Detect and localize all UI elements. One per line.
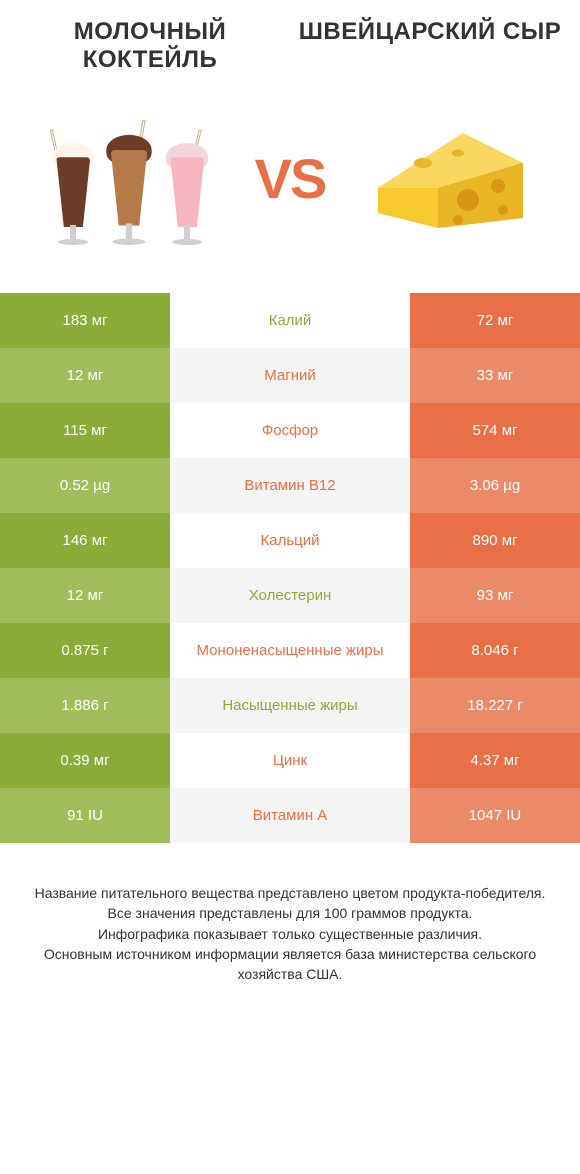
nutrient-row: 0.52 µgВитамин B123.06 µg [0,458,580,513]
vs-label: VS [245,146,336,211]
right-value: 18.227 г [410,678,580,733]
nutrient-row: 0.875 гМононенасыщенные жиры8.046 г [0,623,580,678]
nutrient-row: 183 мгКалий72 мг [0,293,580,348]
nutrient-name: Магний [170,348,410,403]
left-value: 12 мг [0,348,170,403]
nutrient-name: Кальций [170,513,410,568]
nutrient-row: 1.886 гНасыщенные жиры18.227 г [0,678,580,733]
infographic-container: МОЛОЧНЫЙ КОКТЕЙЛЬ ШВЕЙЦАРСКИЙ СЫР [0,0,580,1174]
left-value: 183 мг [0,293,170,348]
right-value: 72 мг [410,293,580,348]
nutrient-name: Витамин B12 [170,458,410,513]
cheese-icon [363,118,533,238]
left-value: 91 IU [0,788,170,843]
right-value: 3.06 µg [410,458,580,513]
footer-line: Название питательного вещества представл… [20,883,560,903]
cheese-image [335,93,560,263]
nutrient-row: 0.39 мгЦинк4.37 мг [0,733,580,788]
milkshake-image [20,93,245,263]
nutrient-table: 183 мгКалий72 мг12 мгМагний33 мг115 мгФо… [0,293,580,843]
nutrient-name: Цинк [170,733,410,788]
title-left: МОЛОЧНЫЙ КОКТЕЙЛЬ [10,18,290,73]
nutrient-name: Калий [170,293,410,348]
right-value: 574 мг [410,403,580,458]
footer-line: Все значения представлены для 100 граммо… [20,903,560,923]
footer-line: Основным источником информации является … [20,944,560,985]
right-value: 890 мг [410,513,580,568]
images-row: VS [0,83,580,293]
nutrient-row: 115 мгФосфор574 мг [0,403,580,458]
left-value: 0.52 µg [0,458,170,513]
left-value: 0.39 мг [0,733,170,788]
title-right: ШВЕЙЦАРСКИЙ СЫР [290,18,570,46]
left-value: 115 мг [0,403,170,458]
footer-notes: Название питательного вещества представл… [0,843,580,1004]
left-value: 1.886 г [0,678,170,733]
left-value: 12 мг [0,568,170,623]
right-value: 33 мг [410,348,580,403]
nutrient-name: Насыщенные жиры [170,678,410,733]
right-value: 4.37 мг [410,733,580,788]
nutrient-row: 91 IUВитамин A1047 IU [0,788,580,843]
nutrient-row: 12 мгХолестерин93 мг [0,568,580,623]
nutrient-name: Витамин A [170,788,410,843]
right-value: 93 мг [410,568,580,623]
left-value: 146 мг [0,513,170,568]
right-value: 8.046 г [410,623,580,678]
nutrient-row: 146 мгКальций890 мг [0,513,580,568]
left-value: 0.875 г [0,623,170,678]
footer-line: Инфографика показывает только существенн… [20,924,560,944]
right-value: 1047 IU [410,788,580,843]
nutrient-name: Холестерин [170,568,410,623]
nutrient-row: 12 мгМагний33 мг [0,348,580,403]
header: МОЛОЧНЫЙ КОКТЕЙЛЬ ШВЕЙЦАРСКИЙ СЫР [0,0,580,83]
nutrient-name: Фосфор [170,403,410,458]
nutrient-name: Мононенасыщенные жиры [170,623,410,678]
